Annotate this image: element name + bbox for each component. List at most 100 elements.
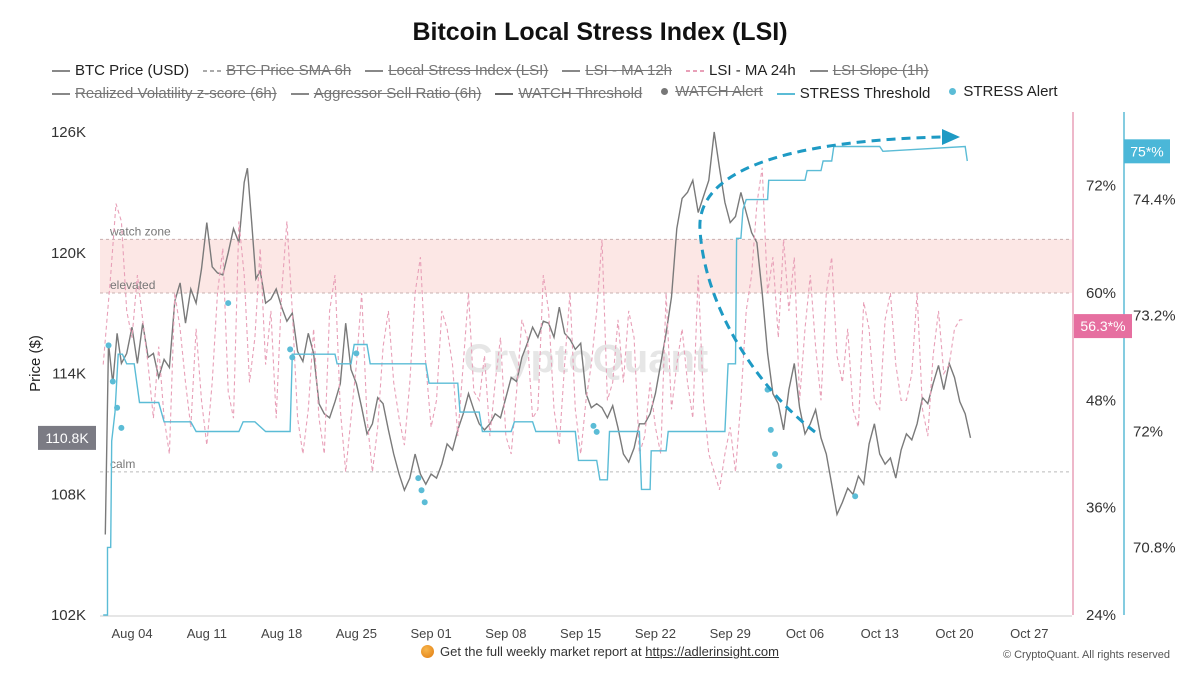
legend-item[interactable]: LSI - MA 12h bbox=[562, 61, 672, 81]
x-tick-label: Aug 25 bbox=[336, 626, 377, 641]
stress-alert-point bbox=[415, 475, 422, 482]
stress-alert-point bbox=[353, 350, 360, 357]
coin-icon bbox=[421, 645, 435, 658]
chart-legend: BTC Price (USD) BTC Price SMA 6h Local Str… bbox=[52, 58, 1162, 104]
zone-label-calm: calm bbox=[110, 457, 135, 471]
stress-alert-point bbox=[287, 346, 294, 353]
stress-alert-point bbox=[593, 428, 600, 435]
x-tick-label: Oct 20 bbox=[935, 626, 973, 641]
legend-label: Local Stress Index (LSI) bbox=[388, 62, 549, 79]
stress-alert-point bbox=[114, 404, 121, 411]
x-tick-label: Oct 27 bbox=[1010, 626, 1048, 641]
legend-item[interactable]: STRESS Threshold bbox=[776, 84, 930, 104]
chart-title: Bitcoin Local Stress Index (LSI) bbox=[412, 18, 788, 46]
legend-item[interactable]: LSI Slope (1h) bbox=[809, 61, 929, 81]
legend-label: LSI Slope (1h) bbox=[832, 62, 929, 79]
stress-alert-point bbox=[772, 451, 779, 457]
stress-alert-point bbox=[225, 300, 232, 307]
legend-dot-icon bbox=[661, 88, 669, 95]
watermark: CryptoQuant bbox=[464, 337, 708, 381]
y-left-tick-label: 114K bbox=[52, 366, 86, 383]
price-badge bbox=[38, 425, 96, 450]
footer-note: Get the full weekly market report at htt… bbox=[0, 644, 1200, 659]
legend-item[interactable]: WATCH Threshold bbox=[495, 84, 642, 104]
y-lsi-tick-label: 36% bbox=[1086, 500, 1116, 517]
stress-alert-point bbox=[776, 463, 783, 470]
legend-label: BTC Price (USD) bbox=[75, 62, 190, 79]
legend-item[interactable]: Aggressor Sell Ratio (6h) bbox=[290, 84, 482, 104]
report-link[interactable]: https://adlerinsight.com bbox=[645, 644, 779, 659]
stress-alert-point bbox=[852, 493, 859, 500]
legend-line-icon bbox=[203, 70, 222, 72]
y-axis-title: Price ($) bbox=[27, 335, 44, 392]
y-lsi-tick-label: 48% bbox=[1086, 392, 1116, 409]
y-stress-tick-label: 73.2% bbox=[1133, 308, 1176, 325]
legend-item[interactable]: WATCH Alert bbox=[656, 82, 763, 102]
x-tick-label: Sep 22 bbox=[635, 626, 676, 641]
y-lsi-tick-label: 72% bbox=[1086, 178, 1116, 195]
legend-label: LSI - MA 12h bbox=[585, 62, 673, 79]
annotation-arrowhead bbox=[942, 129, 960, 145]
y-stress-tick-label: 74.4% bbox=[1133, 192, 1176, 209]
x-tick-label: Oct 13 bbox=[861, 626, 899, 641]
legend-label: Aggressor Sell Ratio (6h) bbox=[313, 85, 482, 102]
legend-line-icon bbox=[562, 70, 581, 72]
legend-item[interactable]: BTC Price (USD) bbox=[52, 61, 189, 81]
x-tick-label: Oct 06 bbox=[786, 626, 824, 641]
legend-line-icon bbox=[290, 93, 309, 95]
legend-label: WATCH Alert bbox=[675, 82, 763, 100]
legend-item[interactable]: LSI - MA 24h bbox=[686, 61, 796, 81]
legend-label: STRESS Alert bbox=[963, 82, 1058, 100]
zone-label-elevated: elevated bbox=[110, 278, 155, 292]
stress-alert-point bbox=[421, 499, 428, 506]
y-lsi-tick-label: 60% bbox=[1086, 285, 1116, 302]
zone-label-watch: watch zone bbox=[109, 224, 171, 238]
legend-line-icon bbox=[52, 70, 70, 72]
y-left-tick-label: 120K bbox=[51, 245, 86, 262]
stress-badge-label: 75*% bbox=[1130, 143, 1163, 159]
stress-alert-point bbox=[109, 378, 116, 385]
x-tick-label: Sep 29 bbox=[710, 626, 751, 641]
legend-line-icon bbox=[495, 93, 514, 95]
y-stress-tick-label: 70.8% bbox=[1133, 539, 1176, 556]
stress-alert-point bbox=[590, 422, 597, 429]
lsi-badge-label: 56.3*% bbox=[1080, 318, 1125, 334]
price-badge-label: 110.8K bbox=[45, 430, 89, 446]
lsi-badge bbox=[1074, 314, 1132, 339]
stress-alert-point bbox=[118, 424, 125, 431]
copyright: © CryptoQuant. All rights reserved bbox=[1002, 649, 1170, 661]
stress-alert-point bbox=[767, 426, 774, 433]
stress-threshold-line bbox=[103, 145, 968, 616]
y-left-tick-label: 108K bbox=[51, 486, 86, 503]
legend-dot-icon bbox=[949, 88, 957, 95]
legend-item[interactable]: Local Stress Index (LSI) bbox=[365, 61, 548, 81]
y-lsi-tick-label: 24% bbox=[1086, 607, 1116, 624]
x-tick-label: Sep 15 bbox=[560, 626, 601, 641]
stress-alert-point bbox=[289, 354, 296, 361]
legend-label: LSI - MA 24h bbox=[709, 62, 796, 79]
watch-zone-band bbox=[100, 239, 1072, 293]
legend-label: Realized Volatility z-score (6h) bbox=[75, 85, 277, 102]
footer-text: Get the full weekly market report at bbox=[440, 644, 642, 659]
legend-line-icon bbox=[686, 70, 705, 72]
x-tick-label: Aug 11 bbox=[187, 626, 227, 641]
y-stress-tick-label: 72% bbox=[1133, 423, 1163, 440]
legend-line-icon bbox=[776, 93, 795, 95]
stress-badge bbox=[1124, 139, 1170, 164]
legend-item[interactable]: Realized Volatility z-score (6h) bbox=[52, 84, 277, 104]
stress-alert-point bbox=[418, 487, 425, 494]
x-tick-label: Aug 18 bbox=[261, 626, 302, 641]
lsi-ma24-line bbox=[102, 167, 966, 490]
stress-alert-point bbox=[105, 342, 112, 349]
legend-label: WATCH Threshold bbox=[518, 85, 643, 102]
legend-item[interactable]: BTC Price SMA 6h bbox=[203, 61, 351, 81]
legend-label: BTC Price SMA 6h bbox=[226, 62, 352, 79]
btc-price-line bbox=[104, 131, 972, 535]
x-tick-label: Sep 01 bbox=[411, 626, 452, 641]
legend-line-icon bbox=[809, 70, 828, 72]
annotation-arrow bbox=[698, 135, 943, 434]
x-tick-label: Sep 08 bbox=[485, 626, 526, 641]
x-tick-label: Aug 04 bbox=[111, 626, 152, 641]
legend-item[interactable]: STRESS Alert bbox=[944, 82, 1058, 102]
